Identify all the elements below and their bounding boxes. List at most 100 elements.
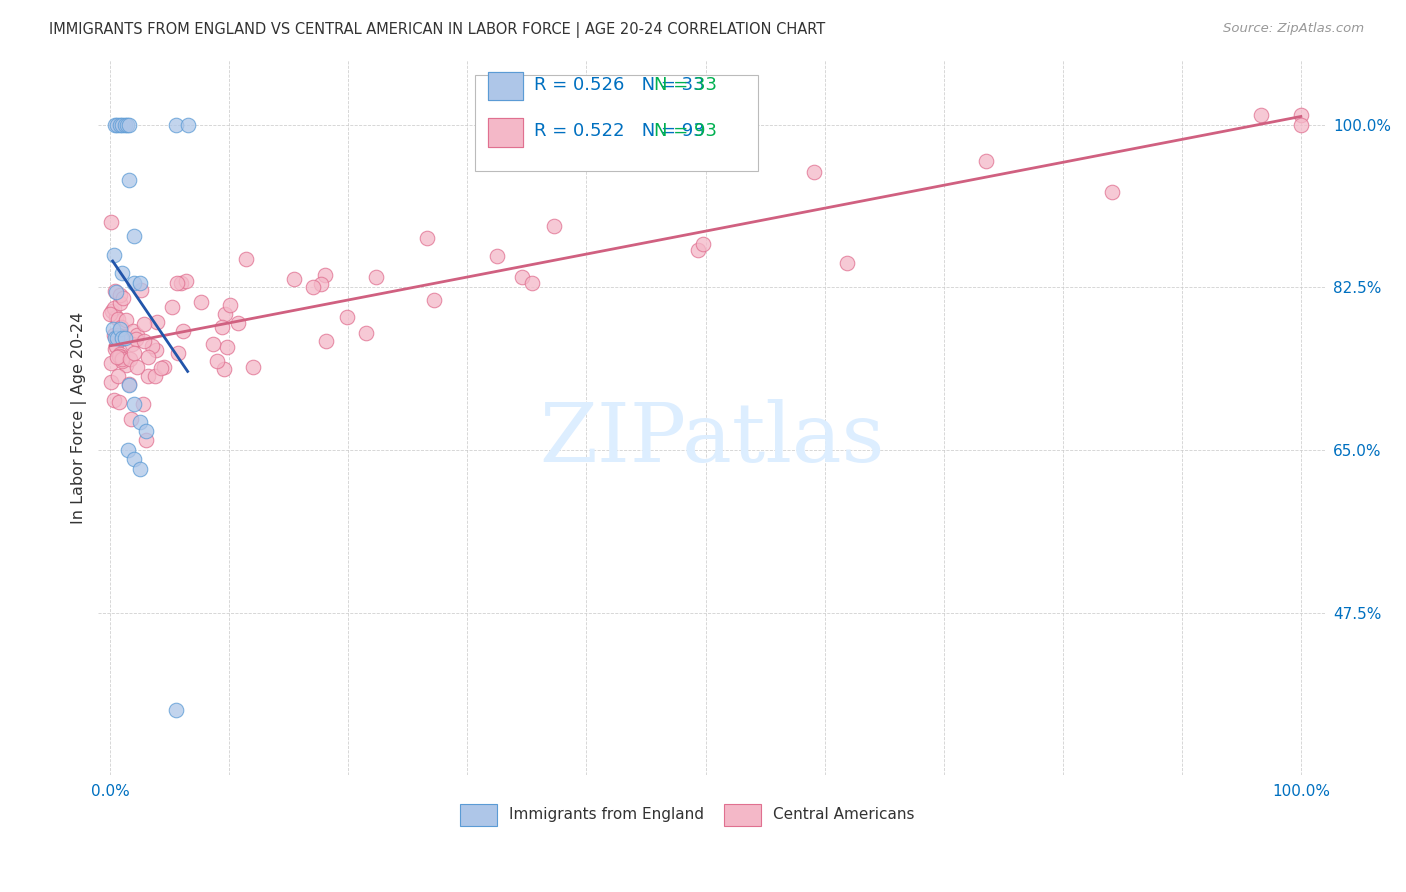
Point bbox=[125, 332, 148, 346]
Point bbox=[114, 331, 136, 345]
Point bbox=[104, 118, 127, 132]
Point bbox=[150, 361, 173, 376]
Point bbox=[214, 307, 236, 321]
Point bbox=[122, 229, 145, 244]
Point bbox=[136, 350, 159, 364]
Point bbox=[205, 353, 228, 368]
Point bbox=[510, 269, 533, 284]
Point bbox=[118, 118, 141, 132]
Point bbox=[104, 310, 127, 325]
Point bbox=[111, 350, 134, 364]
Point bbox=[520, 276, 543, 290]
Point bbox=[141, 339, 163, 353]
Point bbox=[107, 327, 129, 342]
Point bbox=[1250, 108, 1272, 122]
Point bbox=[110, 320, 132, 334]
Point bbox=[105, 118, 128, 132]
Point bbox=[122, 452, 145, 467]
Point bbox=[176, 118, 198, 132]
Point bbox=[1289, 118, 1312, 132]
Point bbox=[111, 354, 134, 368]
Point bbox=[211, 320, 233, 334]
Point bbox=[138, 368, 160, 383]
Point bbox=[976, 153, 998, 168]
FancyBboxPatch shape bbox=[475, 75, 758, 171]
Point bbox=[422, 293, 444, 308]
Text: Source: ZipAtlas.com: Source: ZipAtlas.com bbox=[1223, 22, 1364, 36]
Point bbox=[110, 332, 132, 346]
Point bbox=[143, 369, 166, 384]
Point bbox=[105, 351, 128, 365]
Point bbox=[132, 397, 155, 411]
Point bbox=[122, 276, 145, 290]
Point bbox=[108, 288, 131, 302]
Point bbox=[167, 346, 190, 360]
Point bbox=[416, 230, 439, 244]
Point bbox=[686, 243, 709, 257]
Point bbox=[104, 342, 127, 356]
Point bbox=[336, 310, 359, 324]
Point bbox=[132, 334, 155, 349]
Point bbox=[108, 347, 131, 361]
Point bbox=[107, 349, 129, 363]
Point bbox=[314, 268, 336, 282]
Point bbox=[160, 301, 183, 315]
Bar bbox=[460, 804, 496, 825]
Point bbox=[100, 355, 122, 369]
Point bbox=[302, 279, 325, 293]
Point bbox=[111, 352, 134, 367]
Point bbox=[134, 317, 156, 331]
Text: Immigrants from England: Immigrants from England bbox=[509, 807, 704, 822]
Point bbox=[111, 118, 134, 132]
Point bbox=[146, 315, 169, 329]
Text: R = 0.526   N = 33: R = 0.526 N = 33 bbox=[534, 76, 704, 94]
Point bbox=[121, 337, 143, 351]
Point bbox=[111, 267, 134, 281]
Point bbox=[129, 461, 152, 475]
Point bbox=[190, 295, 212, 310]
Point bbox=[217, 340, 239, 354]
Point bbox=[122, 396, 145, 410]
Text: IMMIGRANTS FROM ENGLAND VS CENTRAL AMERICAN IN LABOR FORCE | AGE 20-24 CORRELATI: IMMIGRANTS FROM ENGLAND VS CENTRAL AMERI… bbox=[49, 22, 825, 38]
Point bbox=[1289, 108, 1312, 122]
Point bbox=[172, 324, 194, 338]
Point bbox=[103, 327, 125, 342]
Point bbox=[107, 311, 129, 326]
Point bbox=[105, 339, 128, 353]
Point bbox=[101, 322, 124, 336]
Point bbox=[108, 118, 131, 132]
Point bbox=[242, 359, 264, 374]
Point bbox=[219, 298, 242, 312]
Point bbox=[100, 307, 122, 321]
Point bbox=[114, 118, 136, 132]
Point bbox=[107, 394, 129, 409]
FancyBboxPatch shape bbox=[488, 71, 523, 101]
Point bbox=[108, 322, 131, 336]
Point bbox=[103, 301, 125, 316]
Point bbox=[129, 283, 152, 297]
Point bbox=[104, 285, 127, 299]
Point bbox=[115, 118, 138, 132]
Text: Central Americans: Central Americans bbox=[773, 807, 914, 822]
Point bbox=[118, 351, 141, 366]
Text: ZIPatlas: ZIPatlas bbox=[538, 399, 884, 479]
Point bbox=[135, 433, 157, 447]
Point bbox=[118, 173, 141, 187]
Point bbox=[235, 252, 257, 266]
Point bbox=[692, 237, 714, 252]
Point bbox=[105, 285, 128, 299]
Point bbox=[166, 277, 188, 291]
Point bbox=[127, 327, 149, 342]
Text: N = 93: N = 93 bbox=[654, 122, 717, 140]
Point bbox=[309, 277, 332, 292]
Point bbox=[112, 328, 135, 343]
Point bbox=[226, 317, 249, 331]
Point bbox=[165, 118, 187, 132]
Point bbox=[354, 326, 377, 340]
Point bbox=[100, 215, 122, 229]
Point bbox=[283, 272, 305, 286]
Point bbox=[118, 378, 141, 392]
Point bbox=[105, 331, 128, 345]
Point bbox=[315, 334, 337, 349]
Point bbox=[118, 377, 141, 392]
